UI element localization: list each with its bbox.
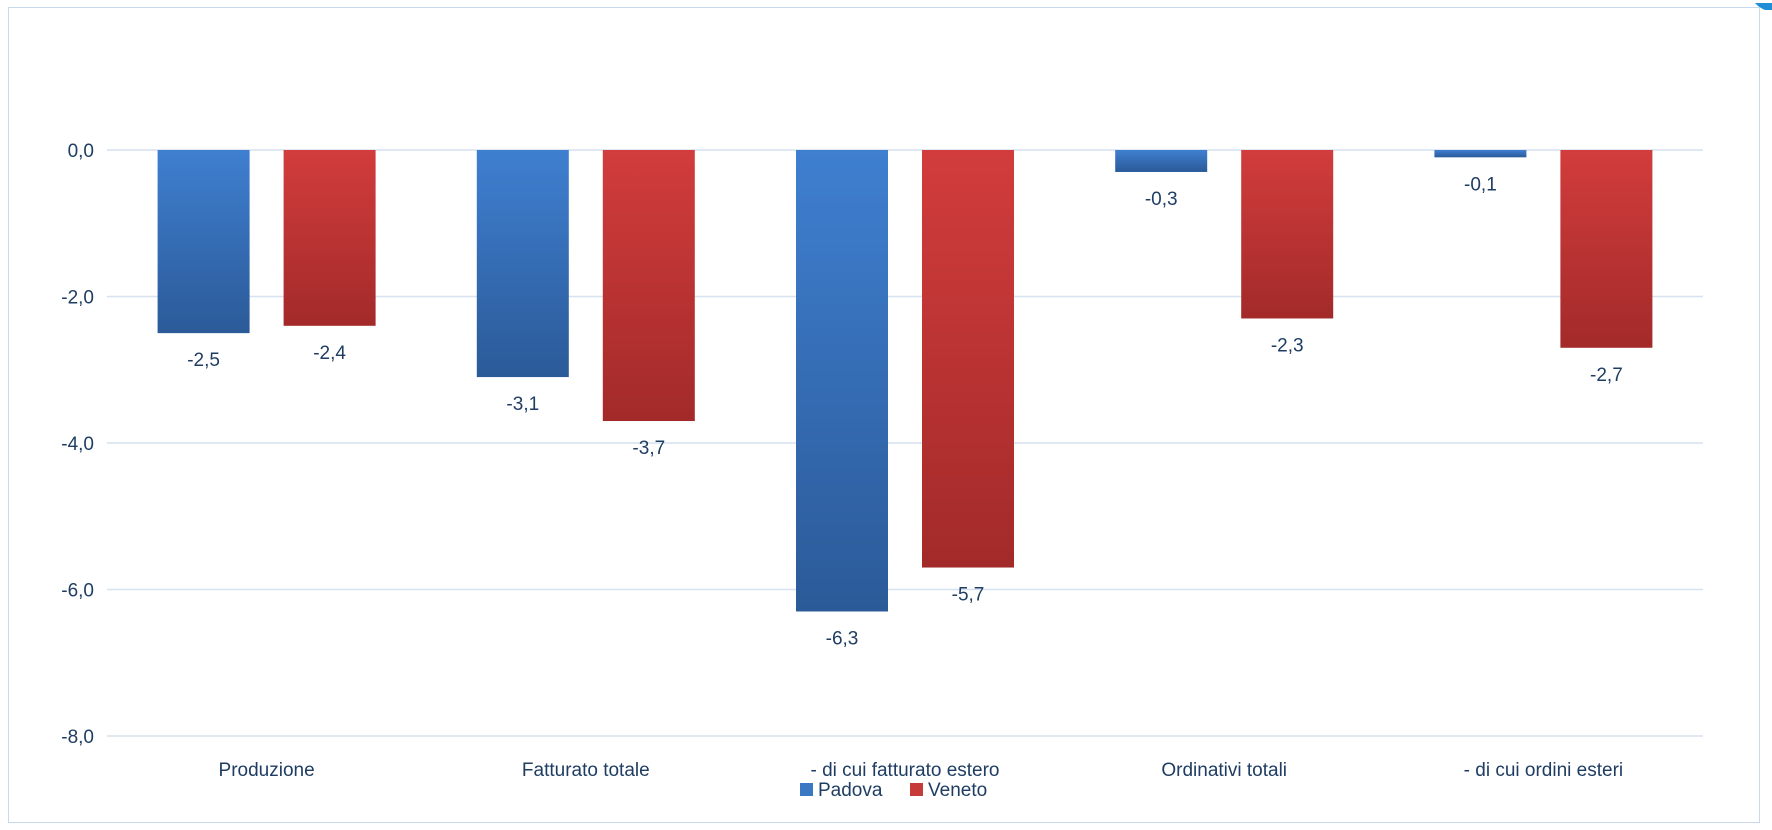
legend-swatch-veneto — [910, 783, 923, 796]
bar-padova — [1115, 150, 1208, 172]
x-axis-tick-labels: Produzione Fatturato totale - di cui fattu… — [219, 760, 1624, 781]
legend: Padova Veneto — [800, 780, 987, 801]
y-tick-label: -2,0 — [61, 288, 94, 309]
bar-padova — [476, 150, 569, 378]
y-axis-tick-labels: 0,0 -2,0 -4,0 -6,0 -8,0 — [61, 141, 94, 748]
data-labels: -2,5 -2,4 -3,1 -3,7 -6,3 -5,7 -0,3 -2,3 -0,1 -2,7 — [187, 174, 1623, 649]
legend-label: Veneto — [928, 780, 987, 801]
data-label: -2,4 — [313, 343, 346, 364]
y-tick-label: -8,0 — [61, 727, 94, 748]
bar-padova — [157, 150, 250, 334]
y-tick-label: 0,0 — [68, 141, 94, 162]
data-label: -3,7 — [632, 438, 665, 459]
chart-frame — [8, 7, 1760, 823]
y-tick-label: -4,0 — [61, 434, 94, 455]
bar-padova — [1434, 150, 1527, 158]
bar-veneto — [283, 150, 376, 326]
data-label: -2,5 — [187, 350, 220, 371]
bar-veneto — [1560, 150, 1653, 348]
legend-swatch-padova — [800, 783, 813, 796]
data-label: -0,3 — [1145, 189, 1178, 210]
x-tick-label: - di cui ordini esteri — [1464, 760, 1623, 781]
x-tick-label: Fatturato totale — [522, 760, 650, 781]
legend-label: Padova — [818, 780, 883, 801]
data-label: -5,7 — [952, 585, 985, 606]
x-tick-label: Ordinativi totali — [1161, 760, 1287, 781]
bars — [157, 150, 1653, 612]
corner-decoration — [1712, 0, 1772, 10]
bar-padova — [796, 150, 888, 612]
data-label: -3,1 — [506, 394, 539, 415]
data-label: -2,3 — [1271, 335, 1304, 356]
bar-veneto — [1241, 150, 1334, 319]
y-tick-label: -6,0 — [61, 581, 94, 602]
data-label: -0,1 — [1464, 174, 1497, 195]
x-tick-label: - di cui fatturato estero — [810, 760, 999, 781]
data-label: -2,7 — [1590, 365, 1623, 386]
data-label: -6,3 — [826, 628, 859, 649]
bar-veneto — [922, 150, 1014, 568]
bar-veneto — [602, 150, 695, 422]
x-tick-label: Produzione — [219, 760, 315, 781]
